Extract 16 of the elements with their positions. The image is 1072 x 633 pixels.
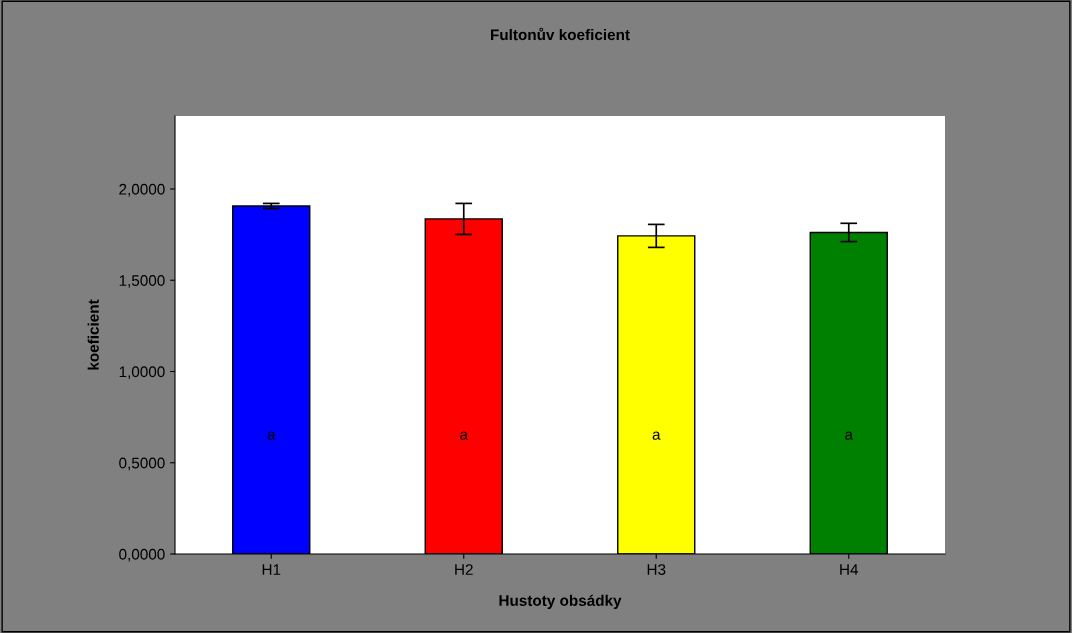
x-tick-label: H3 — [647, 564, 666, 575]
y-tick-label: 2,0000 — [119, 183, 165, 197]
annotation: a — [845, 431, 853, 440]
annotation: a — [460, 431, 468, 440]
y-tick-label: 0,5000 — [119, 457, 165, 471]
y-tick-label: 1,5000 — [119, 275, 165, 288]
y-axis-title: koeficient — [87, 299, 99, 370]
annotation: a — [652, 431, 661, 440]
y-tick-label: 0,0000 — [119, 548, 165, 562]
annotation: a — [267, 431, 276, 440]
y-tick-label: 1,0000 — [119, 366, 165, 379]
x-tick-label: H4 — [840, 564, 859, 575]
x-axis-title: Hustoty obsádky — [499, 594, 622, 610]
chart-title: Fultonův koeficient — [491, 27, 630, 41]
x-tick-label: H2 — [455, 564, 473, 575]
x-tick-label: H1 — [262, 564, 281, 575]
